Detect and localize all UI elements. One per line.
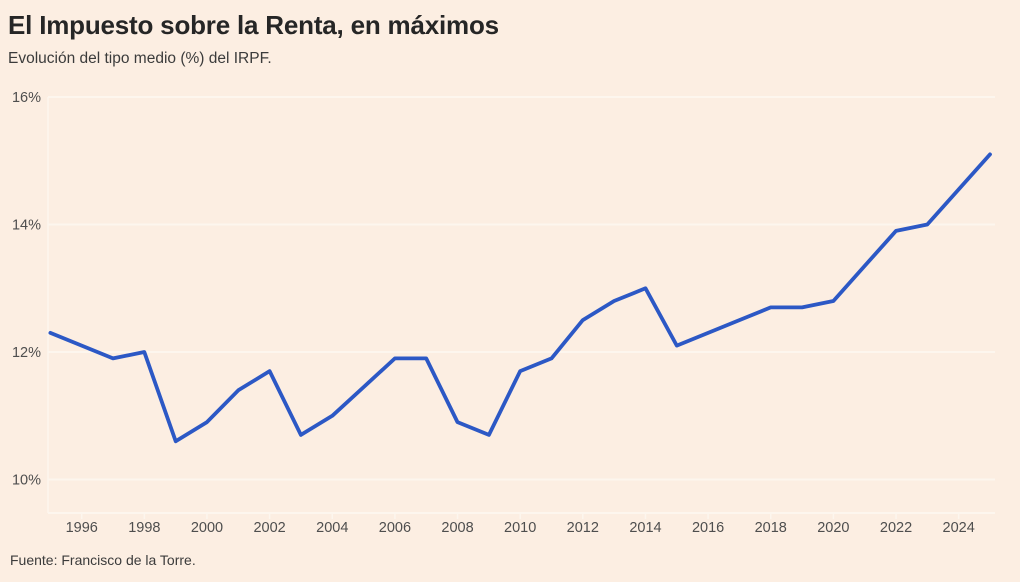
x-axis-label: 2006: [379, 520, 411, 536]
x-axis-label: 2004: [316, 520, 348, 536]
x-axis-label: 2020: [817, 520, 849, 536]
x-axis-label: 2000: [191, 520, 223, 536]
x-axis-label: 2010: [504, 520, 536, 536]
x-axis-label: 2024: [943, 520, 975, 536]
line-chart: 10% 12% 14% 16% 1996 1998 2000 2002 2004 2006 2008…: [0, 85, 1020, 540]
x-axis-label: 1998: [128, 520, 160, 536]
x-axis-label: 2012: [567, 520, 599, 536]
x-axis-label: 2002: [253, 520, 285, 536]
chart-subtitle: Evolución del tipo medio (%) del IRPF.: [8, 50, 272, 67]
source-note: Fuente: Francisco de la Torre.: [10, 552, 196, 568]
y-axis-label: 12%: [12, 345, 41, 361]
x-axis-label: 2014: [629, 520, 661, 536]
x-axis-label: 2022: [880, 520, 912, 536]
y-axis-label: 14%: [12, 218, 41, 234]
data-series-line: [48, 152, 992, 444]
y-axis-label: 16%: [12, 90, 41, 106]
y-axis-label: 10%: [12, 473, 41, 489]
chart-title: El Impuesto sobre la Renta, en máximos: [8, 10, 499, 40]
x-axis-label: 2018: [755, 520, 787, 536]
x-axis-label: 1996: [66, 520, 98, 536]
chart-canvas: 10% 12% 14% 16% 1996 1998 2000 2002 2004 2006 2008…: [12, 90, 995, 536]
x-axis-label: 2008: [441, 520, 473, 536]
x-axis-label: 2016: [692, 520, 724, 536]
